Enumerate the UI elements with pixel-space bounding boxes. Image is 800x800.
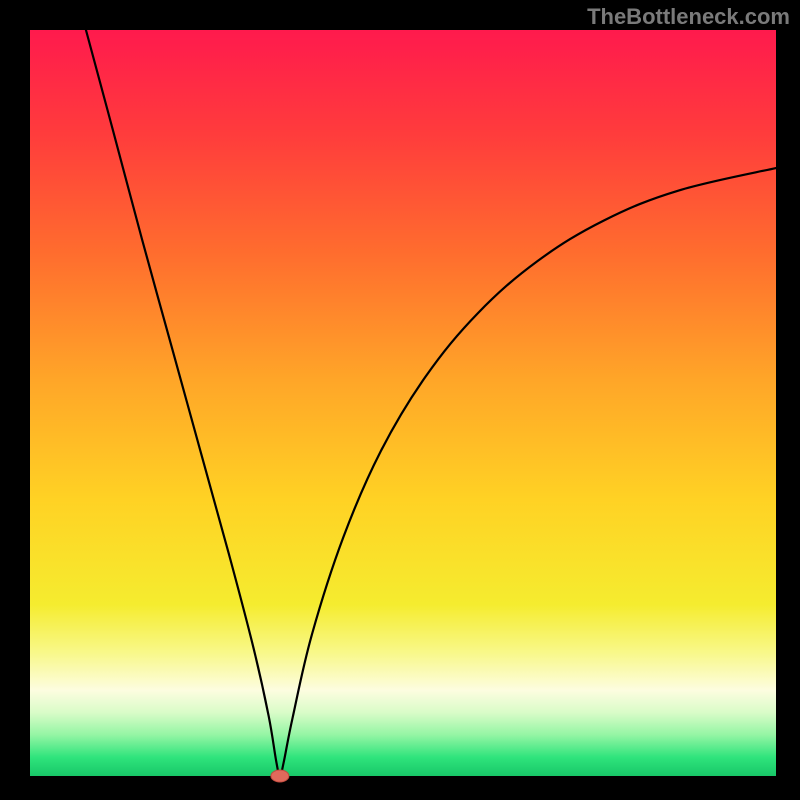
minimum-marker bbox=[271, 770, 289, 782]
bottleneck-chart bbox=[0, 0, 800, 800]
watermark-text: TheBottleneck.com bbox=[587, 4, 790, 30]
chart-plot-area bbox=[30, 30, 776, 776]
chart-stage: TheBottleneck.com bbox=[0, 0, 800, 800]
